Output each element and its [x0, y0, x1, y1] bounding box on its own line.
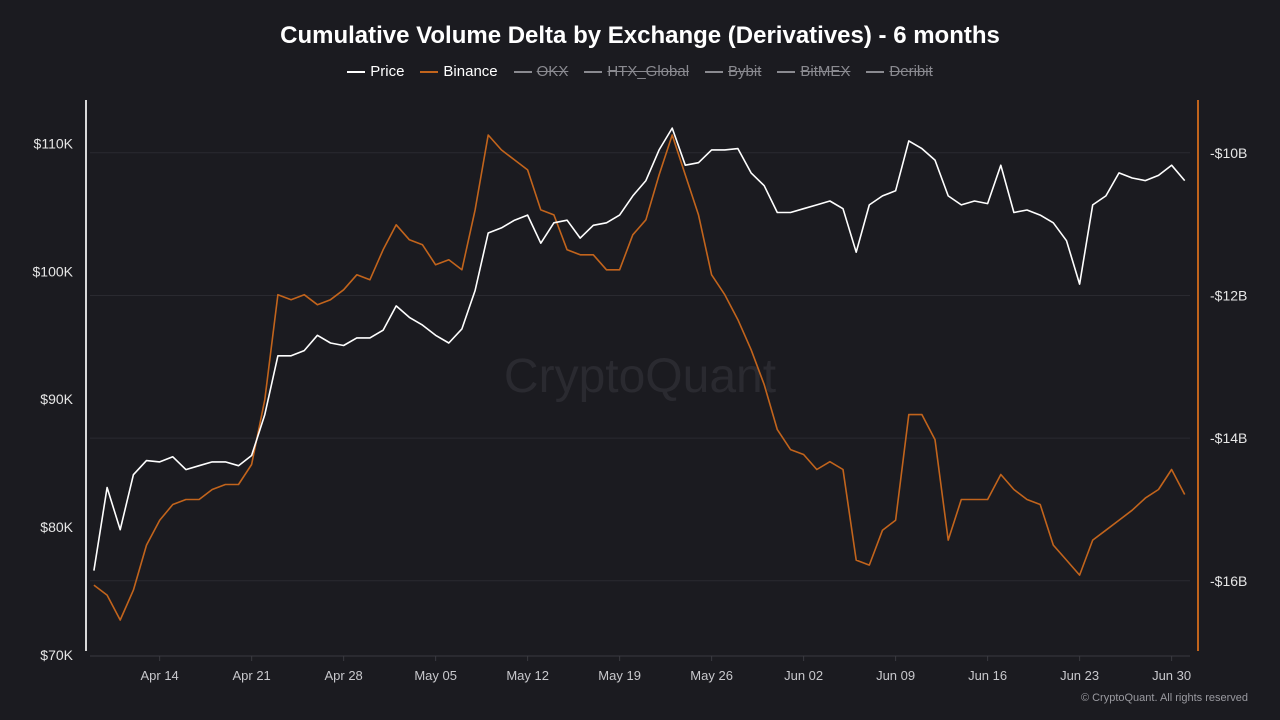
legend-label: BitMEX [800, 63, 851, 80]
x-axis-tick-label: Apr 21 [232, 668, 270, 683]
right-axis-tick-label: -$16B [1210, 573, 1247, 589]
legend-item-price[interactable]: Price [347, 63, 404, 80]
x-axis-tick-label: May 12 [506, 668, 549, 683]
right-axis-tick-label: -$10B [1210, 145, 1247, 161]
left-axis-tick-label: $80K [40, 519, 73, 535]
left-axis-tick-label: $110K [34, 135, 74, 151]
legend-label: HTX_Global [607, 63, 690, 80]
watermark: CryptoQuant [504, 350, 776, 403]
legend-swatch [420, 70, 439, 73]
series-line-binance [93, 134, 1186, 621]
copyright-footer: © CryptoQuant. All rights reserved [1080, 692, 1248, 704]
legend-item-binance[interactable]: Binance [420, 63, 498, 80]
legend-swatch [513, 70, 532, 73]
x-axis-tick-label: May 19 [598, 668, 641, 683]
x-axis-tick-label: Jun 16 [968, 668, 1007, 683]
legend-label: Bybit [728, 63, 762, 80]
left-axis-tick-label: $100K [33, 263, 74, 279]
legend-label: Deribit [889, 63, 933, 80]
x-axis-tick-label: Jun 09 [876, 668, 915, 683]
right-axis-tick-label: -$14B [1210, 430, 1247, 446]
legend-swatch [347, 70, 366, 73]
left-axis-tick-label: $70K [40, 647, 73, 663]
x-axis-tick-label: May 26 [690, 668, 733, 683]
x-axis-tick-label: Apr 28 [324, 668, 362, 683]
series-line-price [93, 127, 1186, 571]
x-axis-tick-label: Jun 30 [1152, 668, 1191, 683]
legend-label: Binance [443, 63, 498, 80]
chart-title: Cumulative Volume Delta by Exchange (Der… [280, 22, 1000, 49]
x-axis-tick-label: Jun 02 [784, 668, 823, 683]
x-axis-tick-label: Apr 14 [140, 668, 178, 683]
legend-item-bybit[interactable]: Bybit [705, 63, 761, 80]
legend-label: Price [370, 63, 405, 80]
x-axis-tick-label: Jun 23 [1060, 668, 1099, 683]
legend-swatch [584, 70, 603, 73]
left-axis-tick-label: $90K [40, 391, 73, 407]
x-axis-tick-label: May 05 [414, 668, 457, 683]
legend-swatch [866, 70, 885, 73]
legend-label: OKX [536, 63, 569, 80]
right-axis-tick-label: -$12B [1210, 287, 1247, 303]
legend-swatch [777, 70, 796, 73]
legend: Price Binance OKX HTX_Global Bybit BitMEX Deri… [0, 63, 1280, 80]
legend-swatch [705, 70, 724, 73]
legend-item-bitmex[interactable]: BitMEX [777, 63, 850, 80]
legend-item-htx-global[interactable]: HTX_Global [584, 63, 689, 80]
legend-item-okx[interactable]: OKX [513, 63, 569, 80]
legend-item-deribit[interactable]: Deribit [866, 63, 933, 80]
